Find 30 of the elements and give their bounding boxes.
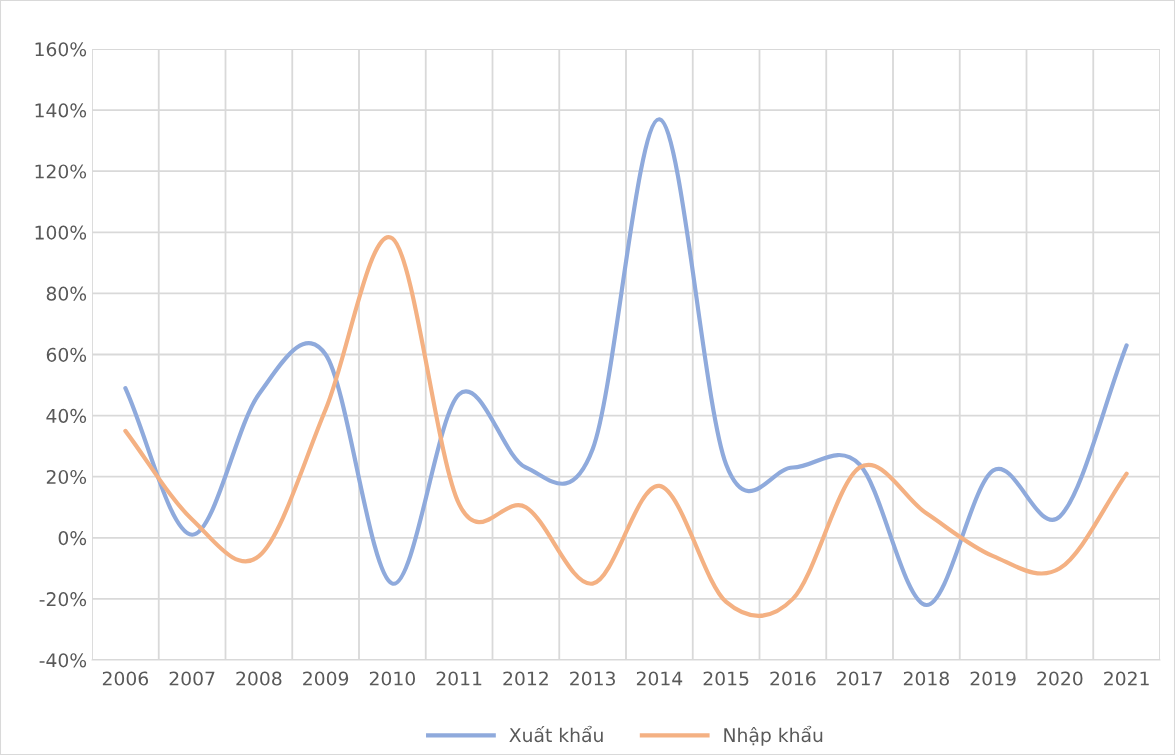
- x-tick-label: 2014: [636, 671, 683, 686]
- y-tick-label: 60%: [46, 347, 87, 362]
- y-tick-label: 120%: [35, 164, 87, 179]
- x-tick-label: 2009: [303, 671, 349, 686]
- x-tick-label: 2021: [1104, 671, 1149, 686]
- x-tick-label: 2018: [903, 671, 949, 686]
- line-series: [123, 117, 1129, 608]
- x-tick-label: 2007: [169, 671, 215, 686]
- x-tick-label: 2015: [703, 671, 749, 686]
- y-tick-label: 140%: [35, 103, 87, 118]
- x-tick-label: 2008: [236, 671, 282, 686]
- x-tick-label: 2011: [436, 671, 482, 686]
- y-tick-label: 20%: [46, 469, 87, 485]
- y-tick-label: 0%: [58, 531, 87, 546]
- legend-label: Xuất khẩu: [509, 725, 603, 743]
- x-tick-label: 2013: [570, 671, 615, 686]
- y-tick-label: -40%: [39, 653, 87, 668]
- y-tick-label: 80%: [46, 286, 87, 301]
- x-tick-label: 2006: [102, 671, 149, 686]
- x-tick-label: 2016: [770, 671, 816, 686]
- x-tick-label: 2019: [970, 671, 1016, 686]
- x-tick-label: 2010: [369, 671, 415, 686]
- legend-label: Nhập khẩu: [724, 725, 823, 746]
- y-tick-label: 40%: [46, 408, 87, 423]
- x-tick-label: 2012: [503, 671, 548, 686]
- y-tick-label: -20%: [39, 592, 87, 607]
- x-tick-label: 2017: [837, 671, 882, 686]
- x-tick-label: 2020: [1037, 671, 1083, 686]
- y-tick-label: 100%: [35, 225, 87, 240]
- y-tick-label: 160%: [35, 42, 87, 57]
